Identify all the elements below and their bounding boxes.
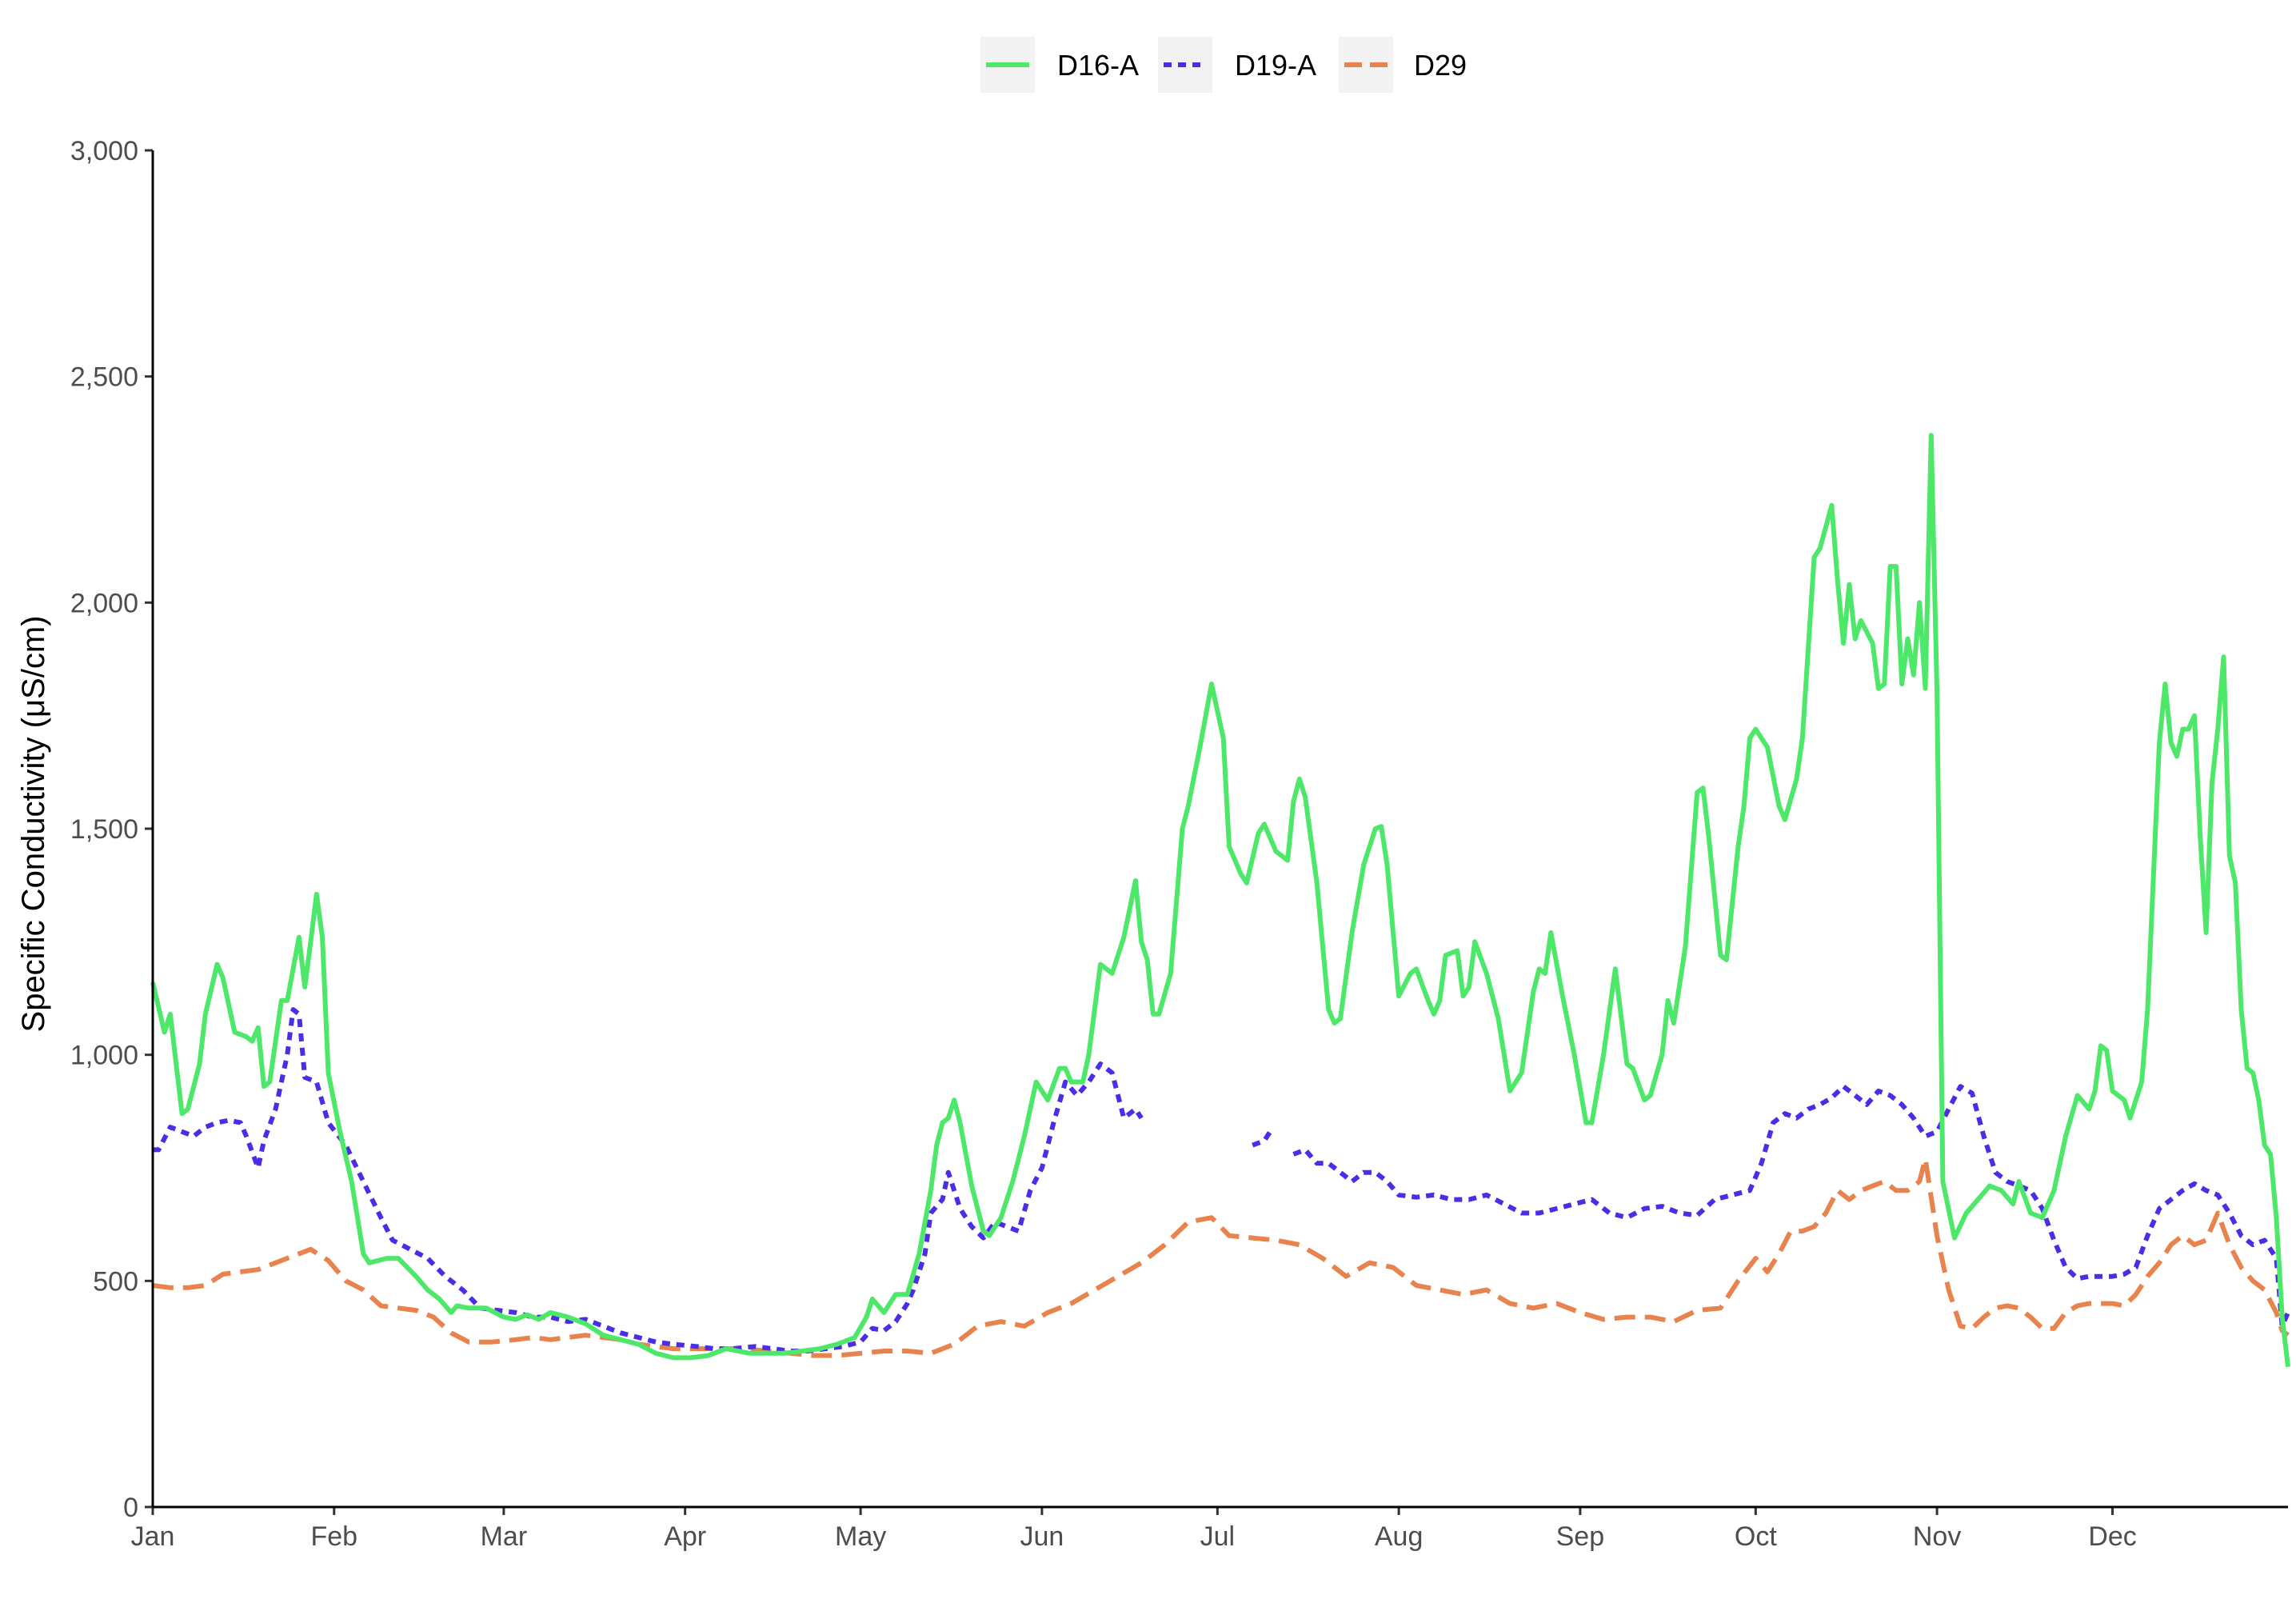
y-tick-label: 0 bbox=[123, 1493, 138, 1523]
x-tick-label: Dec bbox=[2088, 1521, 2136, 1552]
legend: D16-A D19-A D29 bbox=[980, 37, 1467, 93]
x-tick-label: Apr bbox=[664, 1521, 706, 1552]
x-tick-label: Mar bbox=[481, 1521, 528, 1552]
x-tick-label: Nov bbox=[1913, 1521, 1961, 1552]
series-line-d29 bbox=[152, 1156, 2290, 1358]
legend-item-d16a: D16-A bbox=[980, 37, 1139, 93]
x-tick-label: Jul bbox=[1200, 1521, 1235, 1552]
series-line-d19a bbox=[153, 1007, 1144, 1353]
y-tick-label: 1,000 bbox=[70, 1041, 138, 1071]
series-line-d16a bbox=[150, 433, 2290, 1368]
legend-item-d29: D29 bbox=[1339, 37, 1467, 93]
series-line-d19a bbox=[1292, 1084, 2290, 1329]
legend-label-d29: D29 bbox=[1414, 49, 1467, 82]
y-axis-ticks: 0 500 1,000 1,500 2,000 2,500 3,000 bbox=[70, 136, 153, 1523]
x-tick-label: Feb bbox=[310, 1521, 357, 1552]
y-tick-label: 500 bbox=[93, 1266, 138, 1297]
x-tick-label: Aug bbox=[1375, 1521, 1424, 1552]
y-tick-label: 1,500 bbox=[70, 814, 138, 845]
series-layer bbox=[150, 433, 2290, 1368]
x-axis-ticks: Jan Feb Mar Apr May Jun Jul Aug Sep Oct Nov Dec bbox=[131, 1507, 2137, 1552]
legend-label-d16a: D16-A bbox=[1057, 49, 1139, 82]
y-tick-label: 3,000 bbox=[70, 136, 138, 166]
series-line-d19a bbox=[1252, 1130, 1272, 1148]
legend-label-d19a: D19-A bbox=[1235, 49, 1316, 82]
x-tick-label: Jun bbox=[1020, 1521, 1064, 1552]
y-tick-label: 2,000 bbox=[70, 588, 138, 618]
legend-item-d19a: D19-A bbox=[1158, 37, 1316, 93]
x-tick-label: Oct bbox=[1735, 1521, 1777, 1552]
y-axis-title: Specific Conductivity (μS/cm) bbox=[16, 616, 51, 1033]
x-tick-label: Sep bbox=[1556, 1521, 1605, 1552]
y-tick-label: 2,500 bbox=[70, 362, 138, 393]
x-tick-label: Jan bbox=[131, 1521, 175, 1552]
x-tick-label: May bbox=[835, 1521, 886, 1552]
